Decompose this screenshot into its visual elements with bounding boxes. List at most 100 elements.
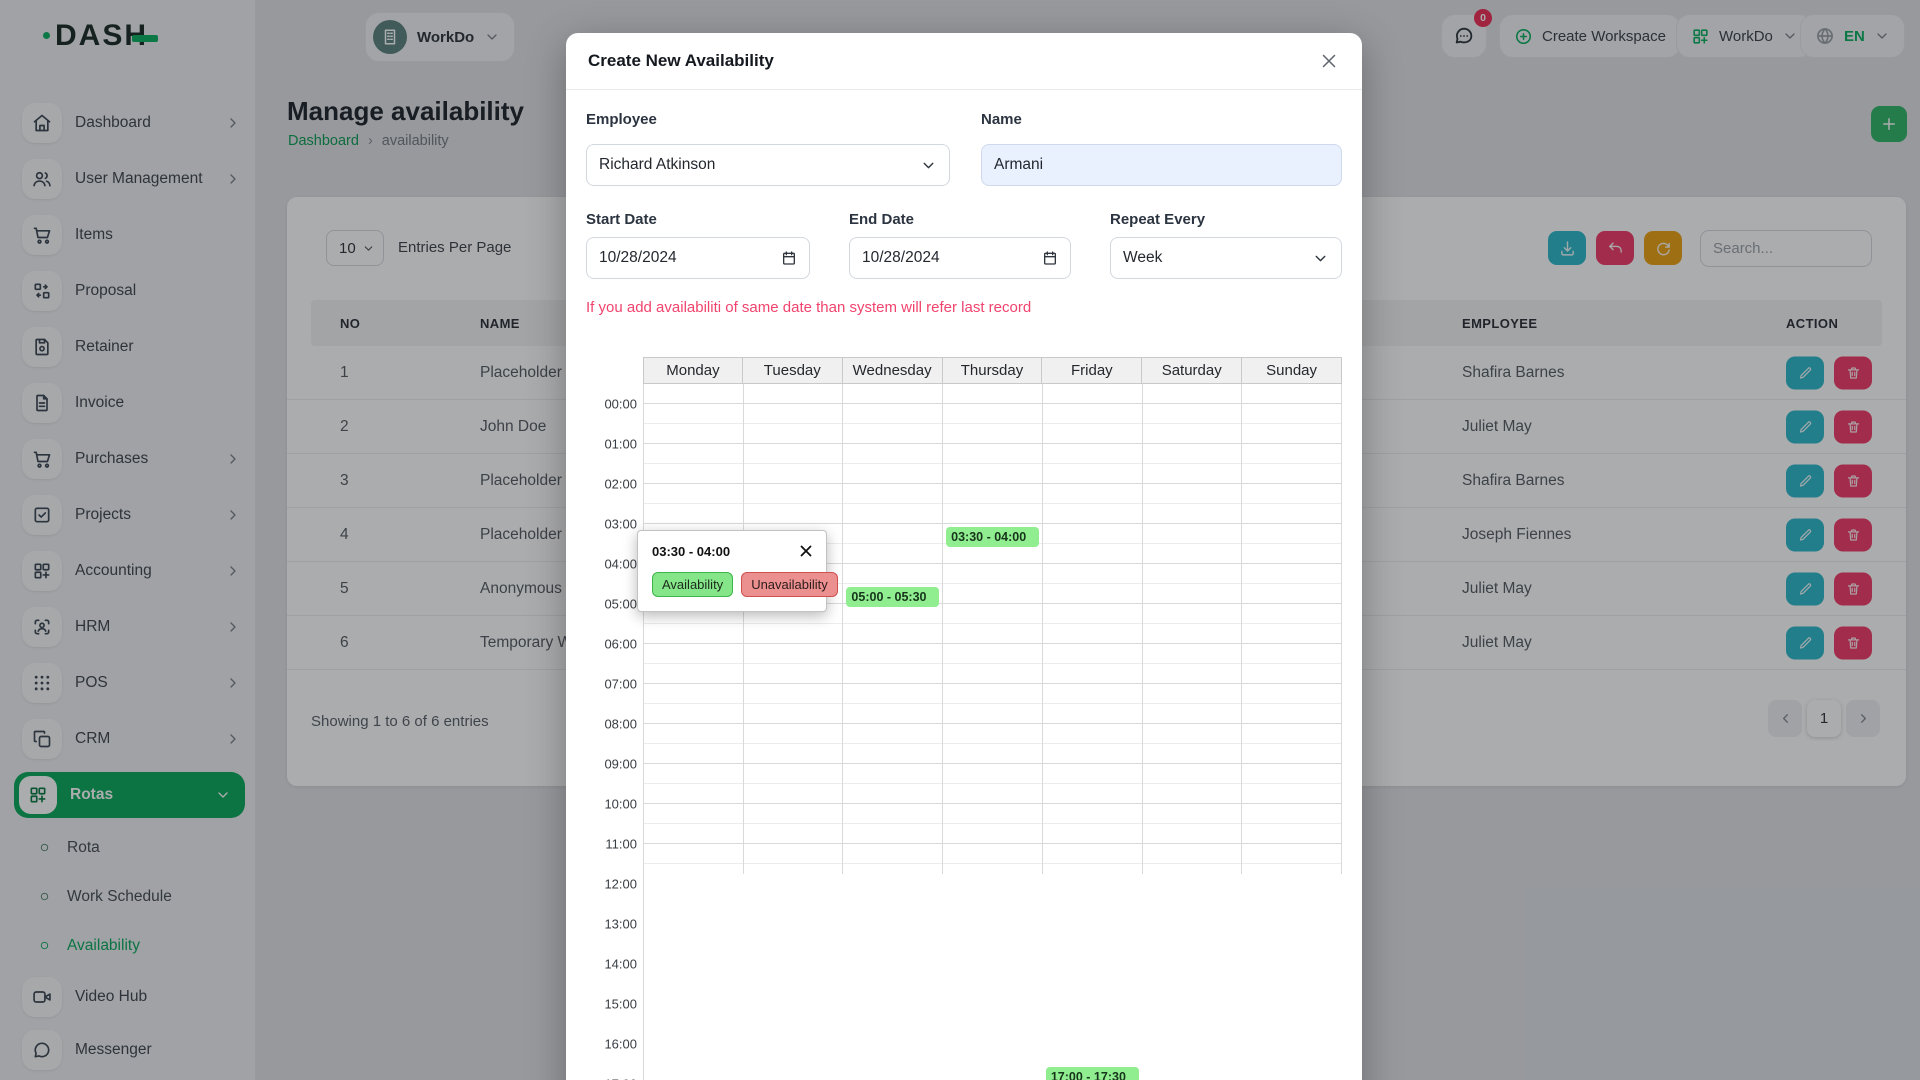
- sidebar-subitem-work-schedule[interactable]: Work Schedule: [0, 872, 255, 921]
- calendar-day-column[interactable]: [1142, 384, 1243, 874]
- create-workspace-label: Create Workspace: [1542, 27, 1666, 45]
- time-label: 10:00: [604, 796, 637, 812]
- delete-button[interactable]: [1834, 518, 1872, 551]
- refresh-button[interactable]: [1644, 231, 1682, 265]
- start-date-input[interactable]: 10/28/2024: [586, 237, 810, 279]
- edit-button[interactable]: [1786, 464, 1824, 497]
- edit-button[interactable]: [1786, 518, 1824, 551]
- sidebar-item-hrm[interactable]: HRM: [0, 599, 255, 655]
- app-menu-button[interactable]: WorkDo: [1676, 14, 1813, 58]
- column-header-action: ACTION: [1786, 316, 1839, 331]
- sidebar-item-label: Dashboard: [75, 114, 151, 131]
- sidebar-item-crm[interactable]: CRM: [0, 711, 255, 767]
- edit-button[interactable]: [1786, 626, 1824, 659]
- sidebar-subitem-rota[interactable]: Rota: [0, 823, 255, 872]
- delete-button[interactable]: [1834, 356, 1872, 389]
- calendar-day-header-row: Monday Tuesday Wednesday Thursday Friday…: [643, 357, 1342, 384]
- sidebar-item-messenger[interactable]: Messenger: [0, 1023, 255, 1076]
- unavailability-button[interactable]: Unavailability: [741, 572, 838, 597]
- cell-employee: Joseph Fiennes: [1462, 525, 1572, 543]
- sidebar-item-label: HRM: [75, 618, 111, 635]
- trash-icon: [1846, 473, 1861, 488]
- sidebar-subitem-availability-active[interactable]: Availability: [0, 921, 255, 970]
- pagination: 1: [1768, 700, 1880, 737]
- calendar-day-column[interactable]: [1242, 384, 1342, 874]
- sidebar-item-accounting[interactable]: Accounting: [0, 543, 255, 599]
- sidebar-item-video-hub[interactable]: Video Hub: [0, 970, 255, 1023]
- calendar-day-column[interactable]: [644, 384, 744, 874]
- availability-button[interactable]: Availability: [652, 572, 734, 597]
- end-date-input[interactable]: 10/28/2024: [849, 237, 1071, 279]
- cell-name: Placeholder N: [480, 363, 578, 381]
- delete-button[interactable]: [1834, 410, 1872, 443]
- search-input[interactable]: [1700, 230, 1872, 267]
- workspace-switcher[interactable]: WorkDo: [365, 12, 516, 62]
- availability-event-thursday[interactable]: 03:30 - 04:00: [946, 527, 1039, 547]
- workspace-name: WorkDo: [417, 28, 475, 46]
- repeat-every-select[interactable]: Week: [1110, 237, 1342, 279]
- calendar-day-column[interactable]: [943, 384, 1043, 874]
- users-icon: [32, 169, 52, 189]
- app-logo[interactable]: DASH: [43, 19, 159, 53]
- availability-event-wednesday[interactable]: 05:00 - 05:30: [846, 587, 940, 607]
- delete-button[interactable]: [1834, 464, 1872, 497]
- sidebar-item-projects[interactable]: Projects: [0, 487, 255, 543]
- close-icon[interactable]: [797, 542, 815, 560]
- cell-name: Placeholder N: [480, 525, 578, 543]
- sidebar-item-user-management[interactable]: User Management: [0, 151, 255, 207]
- breadcrumb-dashboard-link[interactable]: Dashboard: [288, 133, 359, 149]
- pencil-icon: [1798, 473, 1813, 488]
- logo-text: DASH: [55, 19, 149, 52]
- sidebar-item-invoice[interactable]: Invoice: [0, 375, 255, 431]
- time-label: 05:00: [604, 596, 637, 612]
- time-label: 08:00: [604, 716, 637, 732]
- reset-button[interactable]: [1596, 231, 1634, 265]
- edit-button[interactable]: [1786, 356, 1824, 389]
- chevron-down-icon: [484, 29, 500, 45]
- cell-employee: Shafira Barnes: [1462, 471, 1565, 489]
- delete-button[interactable]: [1834, 626, 1872, 659]
- sidebar-item-items[interactable]: Items: [0, 207, 255, 263]
- export-download-button[interactable]: [1548, 231, 1586, 265]
- cell-no: 4: [340, 525, 349, 543]
- globe-icon: [1815, 26, 1835, 46]
- sidebar-item-rotas-active[interactable]: Rotas: [14, 772, 245, 818]
- sidebar-item-pos[interactable]: POS: [0, 655, 255, 711]
- availability-event-friday[interactable]: 17:00 - 17:30: [1045, 1067, 1139, 1080]
- calendar-day-column[interactable]: [743, 384, 844, 874]
- sidebar-item-retainer[interactable]: Retainer: [0, 319, 255, 375]
- pagination-prev-button[interactable]: [1768, 700, 1802, 737]
- time-axis: 00:00 01:00 02:00 03:00 04:00 05:00 06:0…: [604, 397, 744, 1080]
- sidebar-item-dashboard[interactable]: Dashboard: [0, 95, 255, 151]
- sidebar-item-label: Video Hub: [75, 987, 148, 1005]
- sidebar-item-proposal[interactable]: Proposal: [0, 263, 255, 319]
- create-workspace-button[interactable]: Create Workspace: [1499, 14, 1681, 58]
- cell-no: 5: [340, 579, 349, 597]
- video-icon: [32, 987, 52, 1007]
- calendar-day-column[interactable]: [1042, 384, 1143, 874]
- messages-button[interactable]: 0: [1441, 9, 1492, 58]
- slot-action-popup: 03:30 - 04:00 Availability Unavailabilit…: [637, 530, 838, 612]
- file-text-icon: [32, 393, 52, 413]
- sidebar-item-purchases[interactable]: Purchases: [0, 431, 255, 487]
- employee-select[interactable]: Richard Atkinson: [586, 144, 950, 186]
- add-availability-button[interactable]: [1871, 106, 1907, 142]
- grid-plus-icon: [28, 785, 48, 805]
- app-menu-label: WorkDo: [1719, 27, 1773, 45]
- delete-button[interactable]: [1834, 572, 1872, 605]
- pagination-next-button[interactable]: [1846, 700, 1880, 737]
- edit-button[interactable]: [1786, 410, 1824, 443]
- cart-icon: [32, 449, 52, 469]
- day-header: Sunday: [1242, 358, 1342, 383]
- chevron-down-icon: [1874, 28, 1890, 44]
- calendar-day-column[interactable]: [843, 384, 944, 874]
- pagination-page-1[interactable]: 1: [1807, 700, 1841, 737]
- close-icon[interactable]: [1318, 50, 1340, 72]
- entries-per-page-select[interactable]: 10: [326, 230, 384, 266]
- sidebar-item-label: Purchases: [75, 450, 149, 467]
- refresh-icon: [1655, 240, 1672, 257]
- language-selector[interactable]: EN: [1800, 14, 1905, 58]
- name-field[interactable]: [981, 144, 1342, 186]
- edit-button[interactable]: [1786, 572, 1824, 605]
- chat-dots-icon: [1453, 25, 1475, 47]
